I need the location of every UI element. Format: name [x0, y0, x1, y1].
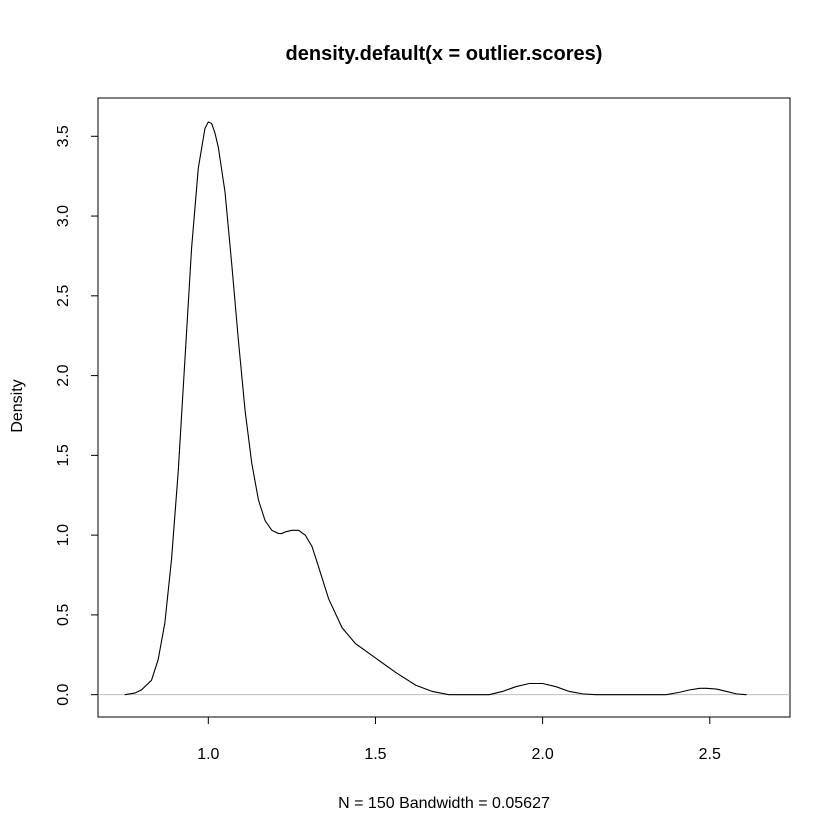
y-axis-label: Density [9, 379, 26, 432]
y-tick-label: 3.0 [55, 205, 72, 227]
density-curve [124, 121, 747, 696]
x-tick-label: 1.0 [197, 746, 219, 763]
y-tick-label: 1.5 [55, 444, 72, 466]
y-tick-label: 1.0 [55, 524, 72, 546]
x-tick-label: 2.0 [531, 746, 553, 763]
x-axis-label: N = 150 Bandwidth = 0.05627 [338, 795, 550, 812]
x-tick-label: 2.5 [699, 746, 721, 763]
plot-frame [97, 97, 791, 718]
y-tick-label: 2.5 [55, 285, 72, 307]
y-axis: 0.0 0.5 1.0 1.5 2.0 2.5 3.0 3.5 [55, 125, 99, 706]
y-tick-label: 0.0 [55, 683, 72, 705]
y-tick-label: 3.5 [55, 125, 72, 147]
x-tick-label: 1.5 [364, 746, 386, 763]
chart-title: density.default(x = outlier.scores) [286, 43, 603, 65]
x-axis: 1.0 1.5 2.0 2.5 [197, 716, 721, 763]
y-tick-label: 0.5 [55, 604, 72, 626]
y-tick-label: 2.0 [55, 364, 72, 386]
